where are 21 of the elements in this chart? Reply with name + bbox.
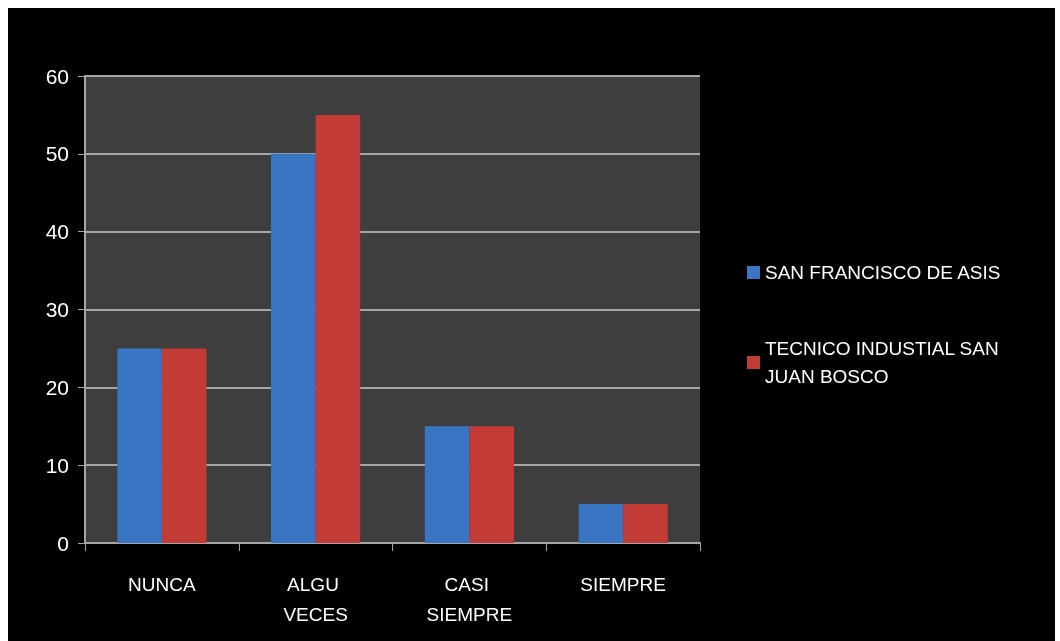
x-tick-label: SIEMPRE — [580, 573, 666, 595]
y-tick-label: 50 — [45, 142, 69, 166]
x-tick-label: NUNCA — [128, 573, 196, 595]
y-tick-label: 40 — [45, 220, 69, 244]
y-tick-label: 30 — [45, 298, 69, 321]
x-tick-label: CASI SIEMPRE — [426, 573, 513, 625]
bar — [424, 426, 470, 543]
x-tick-label: ALGU VECES — [283, 573, 348, 625]
bar — [623, 504, 668, 543]
bar — [578, 504, 624, 543]
legend-label: SAN FRANCISCO DE ASIS — [765, 262, 1001, 283]
y-tick-label: 60 — [45, 64, 69, 88]
bar — [315, 114, 361, 543]
y-tick-label: 10 — [45, 453, 69, 477]
legend-label: TECNICO INDUSTIAL SAN JUAN BOSCO — [765, 338, 1004, 387]
bar — [469, 426, 514, 543]
bar — [161, 348, 207, 543]
bar — [117, 348, 162, 543]
y-tick-label: 0 — [57, 531, 69, 555]
bar — [271, 153, 316, 543]
y-tick-label: 20 — [45, 375, 69, 399]
